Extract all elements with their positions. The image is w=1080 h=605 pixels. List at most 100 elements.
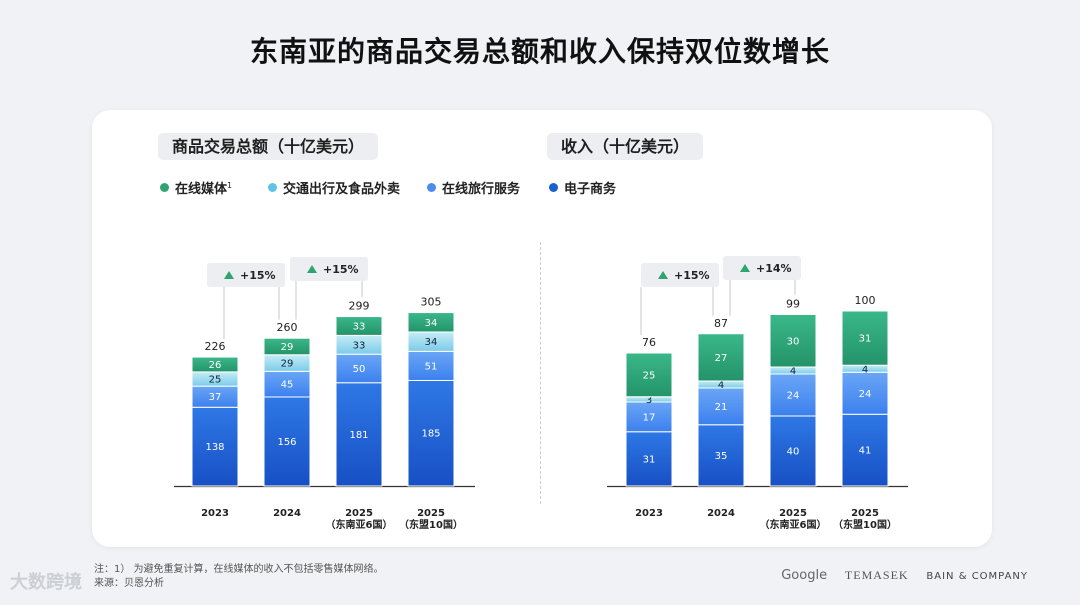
growth-label: +15% (240, 269, 276, 282)
watermark: 大数跨境 (10, 572, 82, 593)
data-label: 31 (859, 334, 872, 345)
category-label: （东南亚6国） (760, 518, 827, 531)
growth-label: +14% (756, 262, 792, 275)
data-label: 24 (787, 391, 800, 402)
bar-segment-online-media (263, 337, 311, 356)
bar-segment-ecommerce (335, 382, 383, 487)
total-label: 76 (642, 336, 656, 349)
bar-segment-ecommerce (191, 406, 239, 487)
legend-label: 在线媒体 (175, 182, 228, 197)
total-label: 260 (277, 321, 298, 334)
legend-item-ecommerce: 电子商务 (549, 178, 616, 197)
bar-segment-ecommerce (697, 424, 745, 487)
category-label: 2023 (635, 508, 663, 519)
bar-segment-ecommerce (625, 431, 673, 487)
bar-segment-ecommerce (263, 396, 311, 487)
data-label: 29 (281, 342, 294, 353)
category-label: 2025 (417, 508, 445, 519)
category-label: （东盟10国） (399, 518, 463, 531)
category-label: 2025 (779, 508, 807, 519)
data-label: 138 (205, 442, 224, 453)
data-label: 27 (715, 353, 728, 364)
data-label: 25 (209, 375, 222, 386)
category-label: （东盟10国） (833, 518, 897, 531)
data-label: 4 (790, 366, 796, 377)
legend-item-online-travel: 在线旅行服务 (427, 178, 520, 197)
bar-segment-online-travel (263, 370, 311, 398)
legend-label: 在线旅行服务 (442, 182, 521, 197)
revenue-panel-title: 收入（十亿美元） (547, 133, 704, 160)
legend-label: 电子商务 (564, 182, 617, 197)
data-label: 25 (643, 370, 656, 381)
total-label: 299 (349, 300, 370, 313)
bar-segment-online-travel (335, 353, 383, 384)
data-label: 4 (718, 380, 724, 391)
gmv-panel-title: 商品交易总额（十亿美元） (158, 133, 379, 160)
total-label: 226 (205, 340, 226, 353)
bar-segment-ecommerce (769, 415, 817, 487)
data-label: 24 (859, 389, 872, 400)
legend-footnote-marker: 1 (227, 181, 233, 190)
bar-segment-online-media (191, 356, 239, 373)
data-label: 34 (425, 318, 438, 329)
data-label: 34 (425, 337, 438, 348)
data-label: 181 (349, 430, 368, 441)
legend-dot-online-media (160, 183, 169, 192)
data-label: 21 (715, 402, 728, 413)
growth-label: +15% (323, 263, 359, 276)
bain-logo: BAIN & COMPANY (926, 571, 1028, 582)
category-label: 2025 (345, 508, 373, 519)
bar-segment-online-media (769, 314, 817, 368)
data-label: 4 (862, 364, 868, 375)
data-label: 33 (353, 321, 366, 332)
panel-divider (540, 242, 541, 504)
total-label: 87 (714, 317, 728, 330)
partner-logos: Google TEMASEK BAIN & COMPANY (767, 568, 1028, 583)
data-label: 3 (646, 395, 652, 406)
data-label: 45 (281, 380, 294, 391)
bar-segment-ecommerce (841, 413, 889, 487)
data-label: 50 (353, 364, 366, 375)
growth-callout (207, 263, 285, 287)
source-note: 来源：贝恩分析 (94, 578, 164, 589)
bar-segment-online-travel (697, 387, 745, 426)
bar-segment-online-media (625, 352, 673, 398)
data-label: 41 (859, 446, 872, 457)
data-label: 17 (643, 412, 656, 423)
up-triangle-icon (224, 271, 234, 279)
growth-callout (723, 256, 801, 280)
legend-dot-transport-food (268, 183, 277, 192)
category-label: 2024 (707, 508, 735, 519)
total-label: 100 (855, 294, 876, 307)
total-label: 305 (421, 296, 442, 309)
growth-callout (641, 263, 719, 287)
data-label: 30 (787, 336, 800, 347)
bar-segment-online-media (407, 312, 455, 333)
data-label: 31 (643, 454, 656, 465)
footnote: 注：1） 为避免重复计算，在线媒体的收入不包括零售媒体网络。 (94, 564, 384, 575)
category-label: 2023 (201, 508, 229, 519)
bar-segment-online-travel (625, 401, 673, 433)
legend-item-online-media: 在线媒体1 (160, 178, 232, 197)
legend-label: 交通出行及食品外卖 (283, 182, 401, 197)
google-logo: Google (781, 568, 828, 583)
data-label: 33 (353, 340, 366, 351)
legend-item-transport-food: 交通出行及食品外卖 (268, 178, 400, 197)
legend-dot-ecommerce (549, 183, 558, 192)
data-label: 37 (209, 392, 222, 403)
bar-segment-online-media (697, 333, 745, 382)
bar-segment-online-travel (407, 350, 455, 381)
bar-segment-online-media (841, 310, 889, 366)
category-label: （东南亚6国） (326, 518, 393, 531)
data-label: 185 (421, 429, 440, 440)
bar-segment-online-travel (769, 373, 817, 417)
category-label: 2024 (273, 508, 301, 519)
total-label: 99 (786, 298, 800, 311)
up-triangle-icon (740, 264, 750, 272)
up-triangle-icon (658, 271, 668, 279)
growth-label: +15% (674, 269, 710, 282)
legend-dot-online-travel (427, 183, 436, 192)
temasek-logo: TEMASEK (844, 568, 909, 582)
growth-callout (290, 257, 368, 281)
